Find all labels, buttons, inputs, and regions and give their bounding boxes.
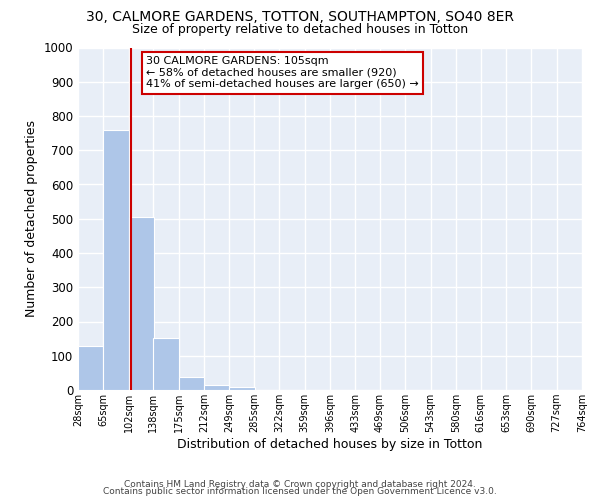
Bar	[103, 130, 128, 390]
Text: Contains HM Land Registry data © Crown copyright and database right 2024.: Contains HM Land Registry data © Crown c…	[124, 480, 476, 489]
Bar	[179, 378, 204, 390]
Text: 30, CALMORE GARDENS, TOTTON, SOUTHAMPTON, SO40 8ER: 30, CALMORE GARDENS, TOTTON, SOUTHAMPTON…	[86, 10, 514, 24]
Bar	[229, 388, 254, 390]
Bar	[154, 338, 179, 390]
Bar	[78, 346, 103, 390]
Text: Contains public sector information licensed under the Open Government Licence v3: Contains public sector information licen…	[103, 487, 497, 496]
Bar	[204, 385, 229, 390]
X-axis label: Distribution of detached houses by size in Totton: Distribution of detached houses by size …	[178, 438, 482, 451]
Text: Size of property relative to detached houses in Totton: Size of property relative to detached ho…	[132, 22, 468, 36]
Y-axis label: Number of detached properties: Number of detached properties	[25, 120, 38, 318]
Text: 30 CALMORE GARDENS: 105sqm
← 58% of detached houses are smaller (920)
41% of sem: 30 CALMORE GARDENS: 105sqm ← 58% of deta…	[146, 56, 419, 90]
Bar	[128, 217, 154, 390]
